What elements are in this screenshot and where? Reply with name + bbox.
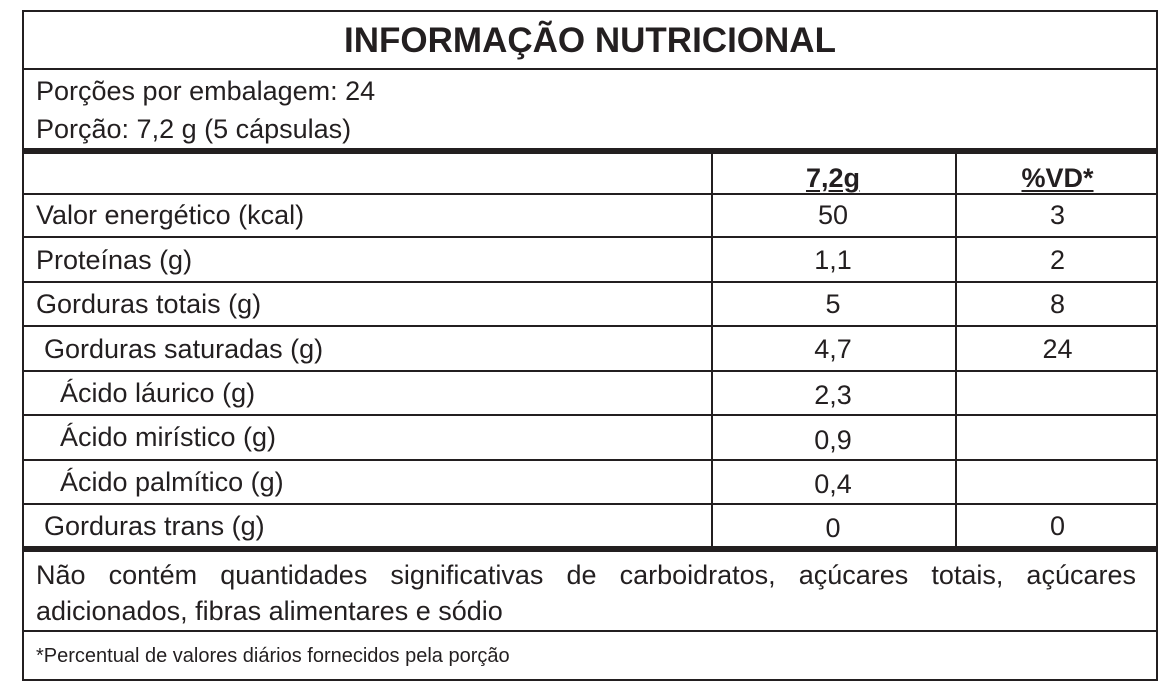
nutrient-amount: 0,9	[814, 425, 852, 455]
servings-per-package: Porções por embalagem: 24	[36, 76, 376, 106]
nutrient-name: Proteínas (g)	[36, 245, 193, 275]
divider	[24, 630, 1156, 632]
row-divider	[24, 236, 1156, 238]
nutrient-amount: 0,4	[814, 469, 852, 499]
nutrient-name: Gorduras trans (g)	[44, 511, 265, 541]
serving-size: Porção: 7,2 g (5 cápsulas)	[36, 114, 352, 144]
column-separator	[955, 154, 957, 549]
nutrient-name: Ácido mirístico (g)	[60, 422, 277, 452]
nutrient-name: Gorduras totais (g)	[36, 289, 262, 319]
nutrient-daily-value: 0	[1049, 511, 1066, 541]
column-header-amount: 7,2g	[805, 163, 861, 193]
column-header-daily-value: %VD*	[1021, 163, 1094, 193]
nutrient-daily-value: 24	[1042, 334, 1073, 364]
label-title: INFORMAÇÃO NUTRICIONAL	[344, 21, 836, 60]
row-divider	[24, 325, 1156, 327]
nutrient-amount: 0	[825, 513, 841, 543]
row-divider	[24, 370, 1156, 372]
thick-divider	[24, 148, 1156, 154]
note-not-significant: Não contém quantidades significativas de…	[36, 560, 1136, 626]
nutrient-name: Ácido láurico (g)	[60, 378, 256, 408]
nutrient-amount: 1,1	[814, 245, 852, 275]
nutrient-name: Ácido palmítico (g)	[60, 467, 284, 497]
thick-divider	[24, 546, 1156, 552]
column-separator	[711, 154, 713, 549]
footnote: *Percentual de valores diários fornecido…	[36, 645, 510, 667]
nutrient-daily-value: 8	[1049, 289, 1066, 319]
row-divider	[24, 414, 1156, 416]
row-divider	[24, 459, 1156, 461]
nutrient-amount: 2,3	[814, 380, 852, 410]
nutrient-amount: 5	[825, 289, 841, 319]
nutrient-daily-value: 3	[1049, 200, 1066, 230]
nutrient-name: Gorduras saturadas (g)	[44, 334, 324, 364]
nutrient-amount: 4,7	[814, 334, 852, 364]
row-divider	[24, 281, 1156, 283]
nutrition-facts-label: INFORMAÇÃO NUTRICIONAL Porções por embal…	[22, 10, 1158, 681]
nutrient-amount: 50	[817, 200, 849, 230]
row-divider	[24, 193, 1156, 195]
row-divider	[24, 503, 1156, 505]
nutrient-daily-value: 2	[1049, 245, 1066, 275]
divider	[24, 68, 1156, 70]
nutrient-name: Valor energético (kcal)	[36, 200, 305, 230]
